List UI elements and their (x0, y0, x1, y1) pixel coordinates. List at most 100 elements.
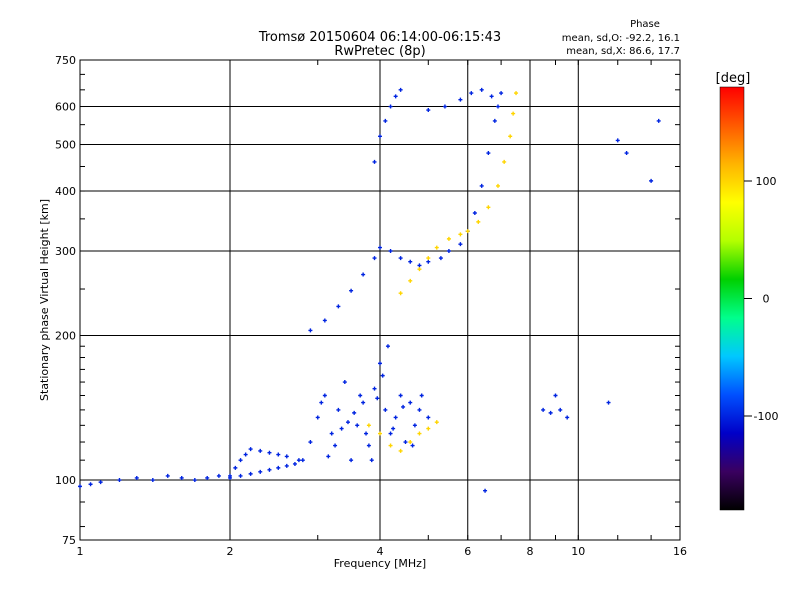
series-o-upper (372, 87, 500, 164)
data-point (465, 229, 470, 234)
data-point (508, 134, 513, 139)
data-point (308, 328, 313, 333)
data-point (150, 478, 155, 483)
y-tick-label: 600 (55, 101, 76, 114)
colorbar-ticks: 100 0 -100 (744, 175, 778, 423)
y-tick-label: 100 (55, 474, 76, 487)
data-point (398, 87, 403, 92)
data-point (349, 288, 354, 293)
data-point (179, 475, 184, 480)
data-point (469, 91, 474, 96)
data-point (393, 415, 398, 420)
data-point (78, 484, 82, 489)
data-point (403, 440, 408, 445)
y-tick-label: 500 (55, 139, 76, 152)
data-points (78, 87, 661, 493)
colorbar (719, 86, 745, 511)
data-point (333, 443, 338, 448)
data-point (383, 407, 388, 412)
data-point (366, 443, 371, 448)
data-point (472, 211, 477, 216)
data-point (615, 138, 620, 143)
data-point (349, 458, 354, 463)
data-point (656, 118, 661, 123)
series-es-cluster (308, 344, 431, 463)
data-point (258, 448, 263, 453)
series-e-trace (78, 458, 305, 489)
x-axis-ticks: 1 2 4 6 8 10 16 (77, 60, 687, 558)
data-point (426, 415, 431, 420)
grid-lines (80, 60, 680, 540)
data-point (315, 415, 320, 420)
data-point (361, 272, 366, 277)
data-point (511, 111, 516, 116)
data-point (565, 415, 570, 420)
data-point (408, 400, 413, 405)
data-point (378, 134, 382, 139)
data-point (267, 467, 272, 472)
data-point (165, 473, 170, 478)
data-point (216, 473, 221, 478)
data-point (398, 256, 403, 261)
data-point (486, 151, 491, 156)
data-point (388, 431, 393, 436)
data-point (606, 400, 611, 405)
data-point (284, 463, 289, 468)
data-point (248, 471, 253, 476)
series-scattered (483, 118, 661, 493)
data-point (383, 118, 388, 123)
data-point (446, 236, 451, 241)
data-point (372, 159, 377, 164)
data-point (489, 94, 494, 99)
data-point (393, 94, 398, 99)
data-point (541, 407, 546, 412)
data-point (499, 91, 504, 96)
data-point (398, 291, 403, 296)
y-tick-label: 300 (55, 245, 76, 258)
x-tick-label: 10 (571, 545, 585, 558)
data-point (243, 452, 248, 457)
data-point (417, 267, 422, 272)
series-e-trace-rise (228, 447, 301, 478)
data-point (267, 450, 272, 455)
data-point (355, 423, 360, 428)
x-tick-label: 1 (77, 545, 84, 558)
data-point (192, 478, 197, 483)
data-point (434, 420, 439, 425)
data-point (446, 249, 451, 254)
data-point (398, 448, 403, 453)
data-point (233, 465, 238, 470)
data-point (410, 443, 415, 448)
data-point (442, 104, 447, 109)
data-point (345, 420, 350, 425)
data-point (426, 256, 431, 261)
data-point (492, 118, 497, 123)
data-point (292, 461, 297, 466)
data-point (88, 482, 93, 487)
data-point (408, 259, 413, 264)
data-point (624, 151, 629, 156)
x-tick-label: 4 (377, 545, 384, 558)
data-point (276, 465, 281, 470)
data-point (458, 97, 463, 102)
data-point (361, 400, 366, 405)
colorbar-tick-label: -100 (754, 410, 779, 423)
data-point (438, 256, 443, 261)
data-point (398, 393, 403, 398)
data-point (342, 380, 347, 385)
data-point (98, 480, 103, 485)
colorbar-tick-label: 0 (763, 293, 770, 306)
data-point (308, 440, 313, 445)
data-point (319, 400, 324, 405)
data-point (388, 249, 393, 254)
data-point (296, 458, 301, 463)
data-point (558, 407, 563, 412)
stats-o-line: mean, sd,O: -92.2, 16.1 (562, 33, 680, 44)
data-point (401, 404, 406, 409)
data-point (419, 393, 424, 398)
data-point (385, 344, 390, 349)
data-point (479, 87, 484, 92)
data-point (486, 205, 491, 210)
data-point (378, 431, 382, 436)
